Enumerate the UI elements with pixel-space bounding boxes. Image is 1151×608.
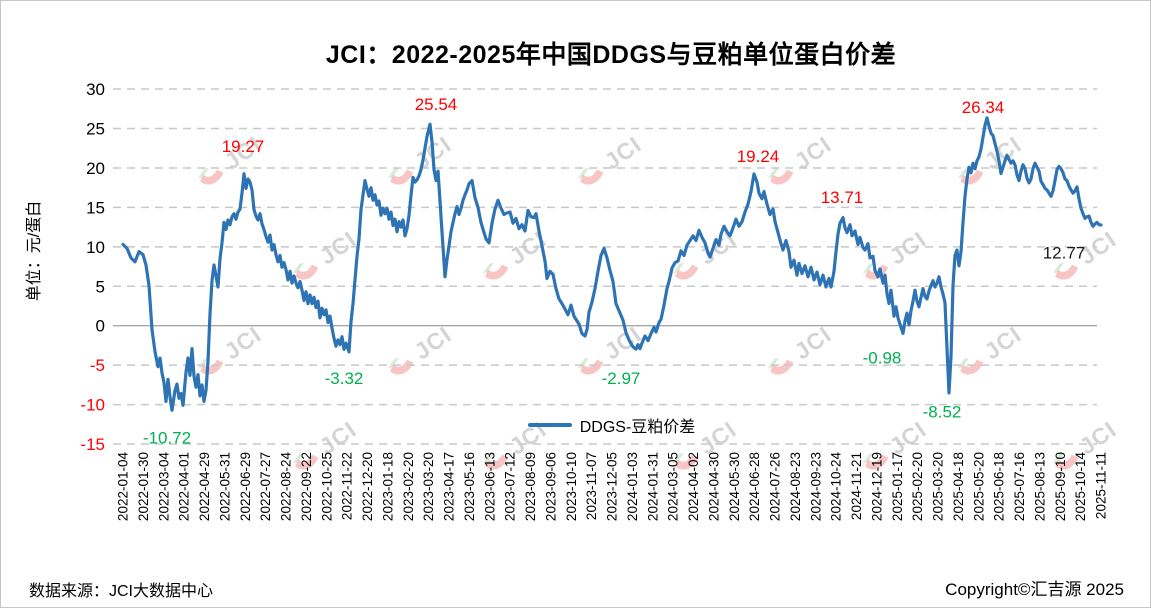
x-tick-label: 2024-05-30 [727,452,742,521]
annotation-trough-label: -0.98 [863,348,902,367]
x-tick-label: 2023-02-20 [401,452,416,521]
x-tick-label: 2025-09-10 [1053,452,1068,521]
x-tick-label: 2022-07-27 [258,452,273,521]
x-tick-label: 2024-12-19 [869,452,884,521]
legend-line-swatch [527,423,572,427]
x-tick-label: 2022-01-04 [116,452,131,522]
x-tick-label: 2022-08-24 [279,452,294,522]
x-tick-label: 2022-04-01 [177,452,192,521]
y-tick-label: 20 [86,159,105,178]
y-tick-label: -15 [80,435,105,454]
x-tick-label: 2022-11-22 [340,452,355,520]
annotation-peak-label: 26.34 [962,98,1005,117]
x-tick-label: 2025-01-17 [890,452,905,521]
y-tick-label: 25 [86,120,105,139]
x-tick-label: 2024-04-30 [706,452,721,521]
x-tick-label: 2025-04-18 [951,452,966,521]
x-tick-label: 2022-05-31 [217,452,232,521]
y-tick-label: 15 [86,198,105,217]
x-tick-label: 2024-03-05 [666,452,681,521]
y-tick-label: -10 [80,396,105,415]
chart-title: JCI：2022-2025年中国DDGS与豆粕单位蛋白价差 [325,41,897,69]
x-tick-label: 2023-03-20 [421,452,436,521]
annotation-last-label: 12.77 [1043,243,1086,262]
x-tick-label: 2022-06-29 [238,452,253,521]
annotation-peak-label: 19.24 [737,147,780,166]
x-tick-label: 2023-11-07 [584,452,599,520]
x-tick-label: 2024-10-24 [829,452,844,522]
x-tick-label: 2023-04-17 [442,452,457,521]
x-tick-label: 2022-10-25 [319,452,334,521]
data-source-text: 数据来源：JCI大数据中心 [29,583,214,600]
x-tick-label: 2023-08-09 [523,452,538,521]
x-tick-label: 2025-02-20 [910,452,925,521]
x-tick-label: 2023-07-12 [503,452,518,521]
x-tick-label: 2025-03-20 [931,452,946,521]
x-tick-label: 2024-04-02 [686,452,701,521]
x-tick-label: 2024-11-21 [849,452,864,520]
x-tick-label: 2025-06-18 [992,452,1007,521]
x-tick-label: 2025-08-13 [1032,452,1047,521]
x-tick-label: 2024-01-03 [625,452,640,521]
y-tick-label: 5 [96,277,105,296]
x-tick-label: 2025-07-16 [1012,452,1027,521]
x-tick-label: 2024-06-28 [747,452,762,521]
annotation-peak-label: 13.71 [821,188,864,207]
x-tick-label: 2023-12-05 [605,452,620,521]
y-axis-title: 单位：元/蛋白 [25,201,43,301]
y-tick-label: 0 [96,317,105,336]
y-tick-label: 10 [86,238,105,257]
x-tick-label: 2022-04-29 [197,452,212,521]
x-tick-label: 2023-01-18 [380,452,395,521]
x-tick-label: 2025-11-11 [1094,452,1109,519]
x-tick-label: 2023-05-16 [462,452,477,521]
x-tick-label: 2023-09-06 [543,452,558,521]
x-tick-label: 2024-01-31 [645,452,660,521]
annotation-peak-label: 25.54 [415,95,458,114]
copyright-text: Copyright©汇吉源 2025 [945,580,1124,599]
y-tick-label: 30 [86,80,105,99]
x-tick-label: 2022-01-30 [136,452,151,521]
x-tick-label: 2022-09-22 [299,452,314,521]
x-tick-label: 2025-05-20 [971,452,986,521]
annotation-trough-label: -10.72 [143,429,191,448]
series-line [121,116,1103,412]
legend: DDGS-豆粕价差 [37,413,1150,437]
x-tick-label: 2023-06-13 [482,452,497,521]
x-tick-label: 2024-09-23 [808,452,823,521]
annotation-trough-label: -8.52 [923,403,962,422]
x-tick-label: 2024-08-23 [788,452,803,521]
annotation-peak-label: 19.27 [222,137,265,156]
legend-series-label: DDGS-豆粕价差 [579,419,696,436]
x-tick-label: 2022-03-04 [156,452,171,522]
x-tick-label: 2023-10-10 [564,452,579,521]
x-tick-label: 2024-07-26 [768,452,783,521]
annotation-trough-label: -2.97 [602,369,641,388]
x-tick-label: 2025-10-14 [1073,452,1088,522]
x-tick-label: 2022-12-20 [360,452,375,521]
annotation-trough-label: -3.32 [325,369,364,388]
y-tick-label: -5 [90,356,105,375]
